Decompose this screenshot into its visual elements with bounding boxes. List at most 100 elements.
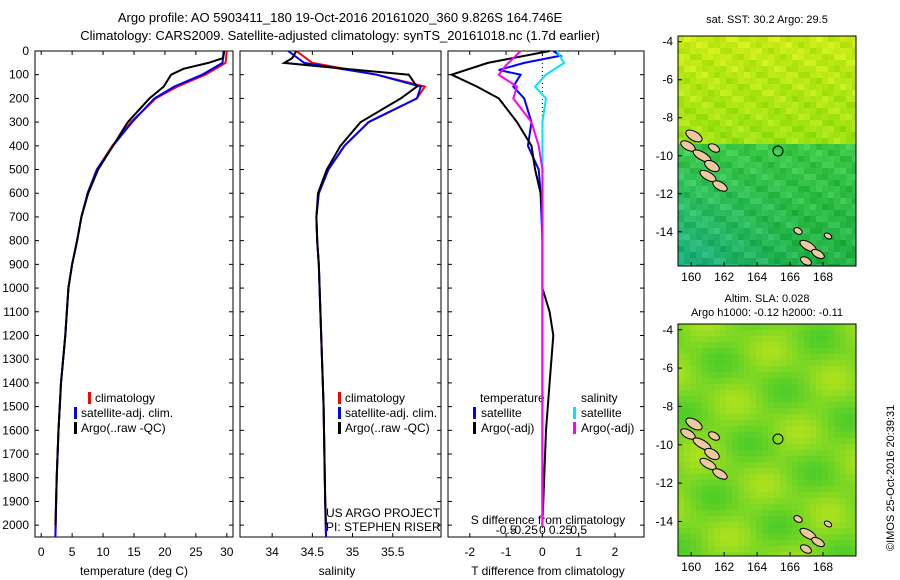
legend-swatch-argo xyxy=(74,422,77,434)
map-cell xyxy=(732,426,738,432)
map-cell xyxy=(786,78,792,84)
map-cell xyxy=(846,162,852,168)
map-cell xyxy=(738,126,744,132)
map-cell xyxy=(816,408,822,414)
map-cell xyxy=(720,156,726,162)
map-cell xyxy=(720,336,726,342)
map-cell xyxy=(792,192,798,198)
map-cell xyxy=(696,168,702,174)
map-cell xyxy=(732,408,738,414)
map-cell xyxy=(750,66,756,72)
map-cell xyxy=(834,348,840,354)
map-cell xyxy=(780,366,786,372)
map-cell xyxy=(798,126,804,132)
map-cell xyxy=(786,126,792,132)
map-cell xyxy=(828,222,834,228)
map-cell xyxy=(822,144,828,150)
map-cell xyxy=(846,222,852,228)
map-cell xyxy=(816,396,822,402)
map-cell xyxy=(840,534,846,540)
map-cell xyxy=(708,264,714,266)
map-cell xyxy=(804,216,810,222)
map-cell xyxy=(798,498,804,504)
legend-title-salinity: salinity xyxy=(581,391,618,405)
map-cell xyxy=(786,264,792,266)
map-cell xyxy=(834,234,840,240)
map-cell xyxy=(828,216,834,222)
map-cell xyxy=(822,216,828,222)
map-cell xyxy=(702,414,708,420)
map-cell xyxy=(720,438,726,444)
map-cell xyxy=(744,504,750,510)
map-cell xyxy=(750,492,756,498)
map-cell xyxy=(822,432,828,438)
map-cell xyxy=(840,162,846,168)
map-cell xyxy=(798,186,804,192)
map-cell xyxy=(792,252,798,258)
map-cell xyxy=(822,468,828,474)
map-cell xyxy=(834,42,840,48)
map-cell xyxy=(792,246,798,252)
map-cell xyxy=(834,522,840,528)
map-cell xyxy=(798,174,804,180)
map-cell xyxy=(798,180,804,186)
map-cell xyxy=(756,342,762,348)
map-cell xyxy=(768,216,774,222)
map-cell xyxy=(708,336,714,342)
map-cell xyxy=(738,240,744,246)
map-cell xyxy=(684,162,690,168)
map-cell xyxy=(768,150,774,156)
map-cell xyxy=(696,78,702,84)
map-cell xyxy=(834,132,840,138)
map-cell xyxy=(786,456,792,462)
map-cell xyxy=(702,204,708,210)
map-cell xyxy=(738,540,744,546)
map-cell xyxy=(786,60,792,66)
map-cell xyxy=(678,552,684,556)
map-cell xyxy=(720,552,726,556)
map-cell xyxy=(738,186,744,192)
map-cell xyxy=(678,240,684,246)
map-cell xyxy=(744,360,750,366)
map-cell xyxy=(726,168,732,174)
map-cell xyxy=(678,126,684,132)
map-cell xyxy=(762,258,768,264)
map-cell xyxy=(708,216,714,222)
map-cell xyxy=(726,408,732,414)
map-cell xyxy=(684,108,690,114)
map-y-tick-label: -8 xyxy=(662,111,673,125)
map-cell xyxy=(684,534,690,540)
map-cell xyxy=(702,384,708,390)
map-cell xyxy=(720,234,726,240)
map-cell xyxy=(690,354,696,360)
map-cell xyxy=(744,186,750,192)
map-cell xyxy=(684,90,690,96)
map-cell xyxy=(798,156,804,162)
map-cell xyxy=(792,360,798,366)
map-cell xyxy=(726,390,732,396)
map-cell xyxy=(750,414,756,420)
map-cell xyxy=(810,150,816,156)
map-cell xyxy=(726,84,732,90)
map-cell xyxy=(816,480,822,486)
map-cell xyxy=(816,186,822,192)
map-cell xyxy=(840,78,846,84)
map-cell xyxy=(750,438,756,444)
map-cell xyxy=(816,534,822,540)
map-cell xyxy=(828,378,834,384)
map-cell xyxy=(690,42,696,48)
map-cell xyxy=(750,192,756,198)
map-cell xyxy=(756,204,762,210)
map-cell xyxy=(720,192,726,198)
map-cell xyxy=(768,498,774,504)
map-cell xyxy=(756,192,762,198)
map-cell xyxy=(822,456,828,462)
map-cell xyxy=(744,474,750,480)
map-cell xyxy=(804,198,810,204)
map-cell xyxy=(702,504,708,510)
map-cell xyxy=(774,546,780,552)
map-cell xyxy=(702,528,708,534)
map-cell xyxy=(810,444,816,450)
map-cell xyxy=(696,522,702,528)
map-cell xyxy=(738,390,744,396)
